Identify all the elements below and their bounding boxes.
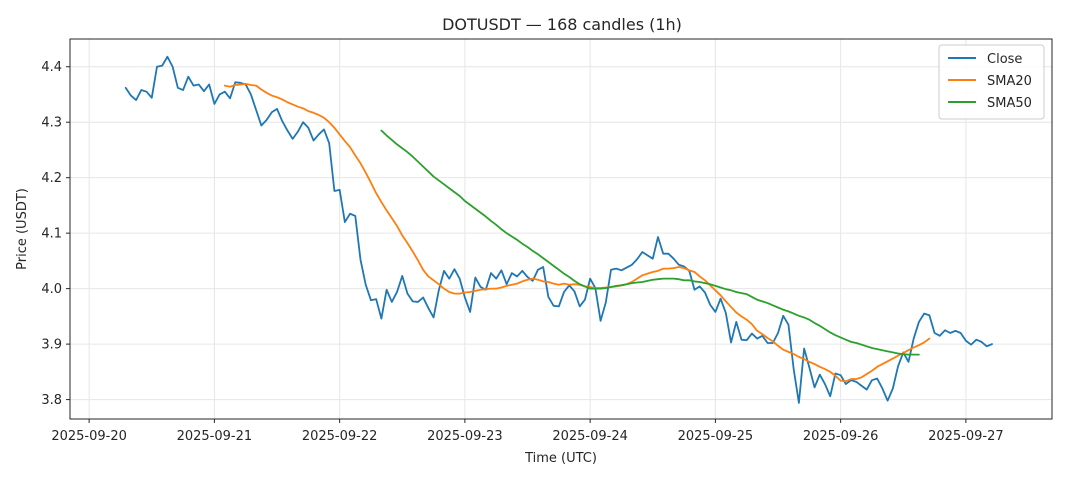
- series-line-sma50: [380, 129, 920, 356]
- legend-label-sma50: SMA50: [987, 96, 1032, 111]
- x-tick-label: 2025-09-26: [803, 429, 879, 444]
- y-tick-label: 4.2: [41, 171, 62, 186]
- chart-title: DOTUSDT — 168 candles (1h): [442, 15, 682, 34]
- x-tick-label: 2025-09-22: [302, 429, 378, 444]
- x-tick-label: 2025-09-25: [678, 429, 754, 444]
- x-tick-label: 2025-09-23: [427, 429, 503, 444]
- y-tick-label: 4.0: [41, 282, 62, 297]
- legend-label-sma20: SMA20: [987, 74, 1032, 89]
- x-tick-label: 2025-09-24: [552, 429, 628, 444]
- x-axis: 2025-09-20 2025-09-21 2025-09-22 2025-09-23…: [51, 419, 1004, 444]
- x-tick-label: 2025-09-20: [51, 429, 127, 444]
- y-tick-label: 4.4: [41, 60, 62, 75]
- y-axis-title: Price (USDT): [15, 188, 30, 270]
- series-layer: [124, 55, 993, 404]
- plot-frame: [69, 38, 1053, 420]
- y-tick-label: 4.1: [41, 227, 62, 242]
- y-axis: 3.8 3.9 4.0 4.1 4.2 4.3 4.4: [41, 60, 70, 408]
- x-tick-label: 2025-09-21: [177, 429, 253, 444]
- legend-label-close: Close: [987, 52, 1022, 67]
- y-tick-label: 3.9: [41, 338, 62, 353]
- y-tick-label: 4.3: [41, 116, 62, 131]
- x-axis-title: Time (UTC): [524, 451, 597, 466]
- x-tick-label: 2025-09-27: [928, 429, 1004, 444]
- series-line-close: [124, 55, 993, 404]
- legend-box: [938, 44, 1045, 120]
- grid: [70, 39, 1052, 419]
- series-line-sma20: [223, 83, 931, 383]
- y-tick-label: 3.8: [41, 393, 62, 408]
- legend: Close SMA20 SMA50: [938, 44, 1045, 120]
